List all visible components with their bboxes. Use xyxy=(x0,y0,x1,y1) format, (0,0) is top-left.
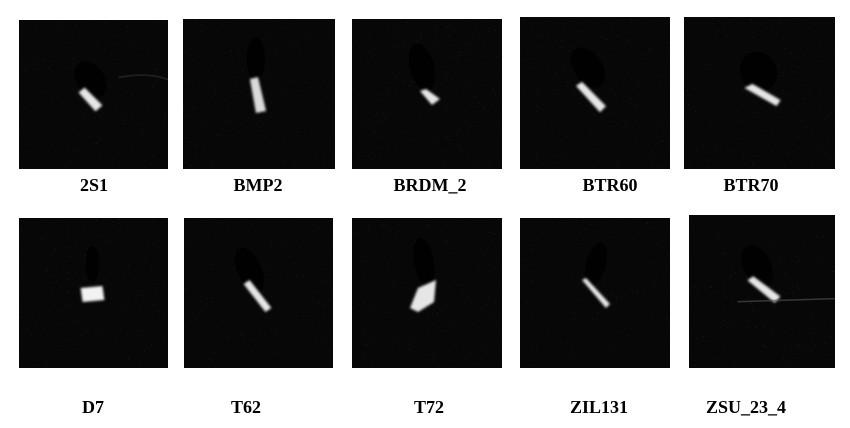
label-t62: T62 xyxy=(230,397,262,417)
label-d7: D7 xyxy=(82,397,104,417)
sar-image-d7 xyxy=(19,218,168,368)
sar-image-2s1 xyxy=(19,20,168,169)
sar-image-brdm-2 xyxy=(352,19,502,169)
sar-image-zil131 xyxy=(520,218,670,368)
label-bmp2: BMP2 xyxy=(233,175,283,195)
sar-image-t62 xyxy=(184,218,333,368)
sar-image-t72 xyxy=(352,218,502,368)
label-2s1: 2S1 xyxy=(79,175,109,195)
sar-image-bmp2 xyxy=(183,19,335,169)
sar-image-btr60 xyxy=(520,17,670,169)
label-btr60: BTR60 xyxy=(582,175,638,195)
label-btr70: BTR70 xyxy=(723,175,779,195)
label-t72: T72 xyxy=(413,397,445,417)
label-zil131: ZIL131 xyxy=(569,397,629,417)
label-zsu-23-4: ZSU_23_4 xyxy=(705,397,787,417)
label-brdm-2: BRDM_2 xyxy=(393,175,467,195)
sar-image-zsu-23-4 xyxy=(689,215,835,368)
sar-image-btr70 xyxy=(684,17,835,169)
